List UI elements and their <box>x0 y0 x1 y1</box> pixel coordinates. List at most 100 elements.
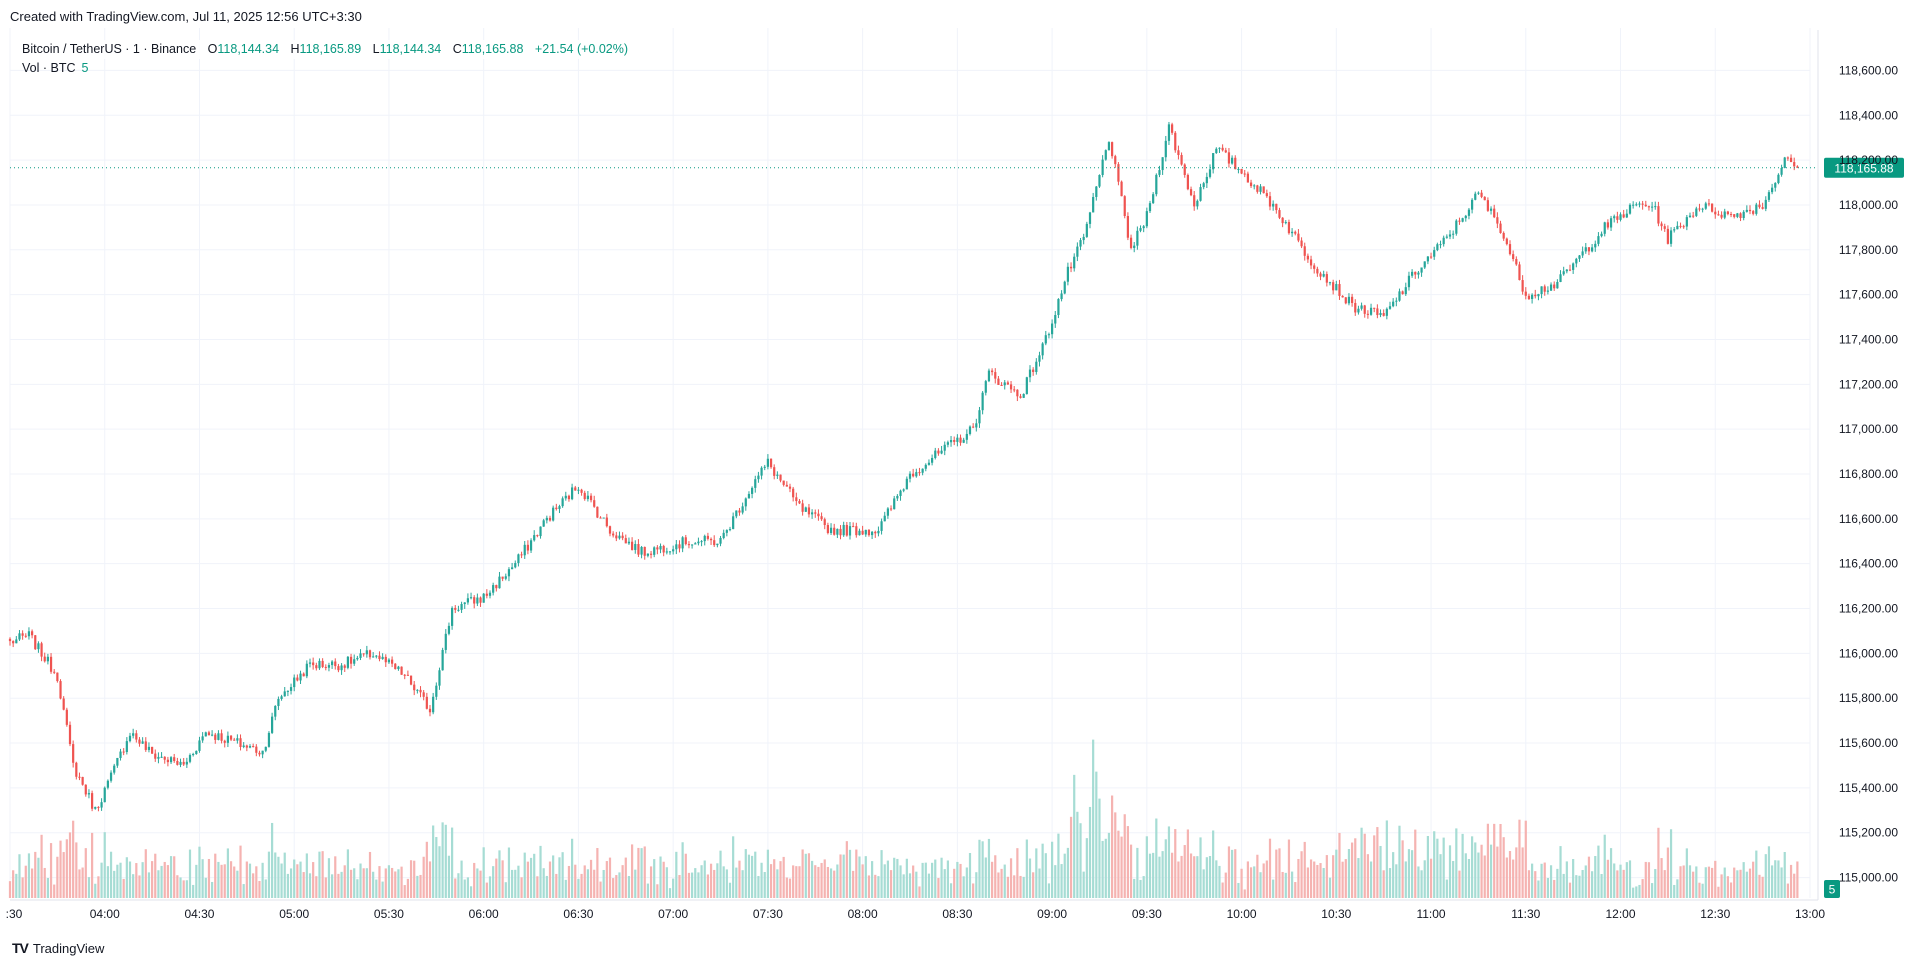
volume-bar <box>552 855 555 898</box>
candle-body <box>788 486 792 489</box>
candle-body <box>940 450 943 454</box>
volume-bar <box>1496 846 1499 898</box>
volume-bar <box>1032 872 1035 898</box>
volume-bar <box>940 857 943 898</box>
volume-bar <box>1625 862 1628 898</box>
volume-bar <box>899 865 902 898</box>
y-tick-label: 116,200.00 <box>1839 602 1898 616</box>
volume-bar <box>1148 853 1152 898</box>
volume-bar <box>239 845 242 898</box>
candle-body <box>27 631 31 637</box>
candle-body <box>1224 150 1227 153</box>
symbol-name[interactable]: Bitcoin / TetherUS · 1 · Binance <box>22 42 197 56</box>
candle-body <box>1063 281 1066 294</box>
volume-label[interactable]: Vol · BTC <box>22 61 76 75</box>
candle-body <box>665 551 668 553</box>
candle-body <box>1505 238 1508 245</box>
candle-body <box>994 372 997 379</box>
volume-bar <box>438 846 441 898</box>
volume-bar <box>1278 848 1281 898</box>
candle-body <box>874 531 877 534</box>
volume-bar <box>1518 819 1521 898</box>
volume-bar <box>1193 856 1196 898</box>
volume-bar <box>691 872 694 898</box>
candle-body <box>1518 264 1521 281</box>
tradingview-logo[interactable]: TV TradingView <box>12 940 104 956</box>
candle-body <box>1411 271 1414 276</box>
volume-bar <box>1019 875 1022 898</box>
candle-body <box>1357 308 1360 313</box>
symbol-legend[interactable]: Bitcoin / TetherUS · 1 · Binance O118,14… <box>18 40 633 59</box>
volume-bar <box>1212 830 1215 898</box>
candle-body <box>1692 215 1695 217</box>
volume-bar <box>296 864 299 898</box>
volume-bar <box>62 852 65 898</box>
volume-bar <box>413 860 416 898</box>
candle-body <box>201 736 204 741</box>
volume-bar <box>1142 876 1145 898</box>
candle-body <box>1729 214 1733 216</box>
volume-bar <box>1025 839 1028 898</box>
candle-body <box>1322 274 1325 277</box>
x-tick-label: 11:30 <box>1511 907 1540 921</box>
low-value: 118,144.34 <box>379 42 442 56</box>
candle-body <box>1546 290 1549 292</box>
volume-legend[interactable]: Vol · BTC 5 <box>18 59 92 78</box>
volume-bar <box>1474 842 1477 898</box>
candle-body <box>526 544 529 551</box>
candle-body <box>1499 223 1502 233</box>
candle-body <box>488 592 492 596</box>
volume-bar <box>135 863 138 898</box>
candle-body <box>1272 203 1275 207</box>
candle-body <box>567 495 571 500</box>
volume-bar <box>353 868 356 898</box>
candle-body <box>68 724 72 745</box>
candle-body <box>747 493 751 499</box>
candle-body <box>1780 167 1783 175</box>
volume-bar <box>1095 771 1098 898</box>
volume-bar <box>722 866 725 898</box>
volume-bar <box>1303 841 1306 898</box>
volume-bar <box>1344 859 1347 898</box>
volume-bar <box>1654 869 1657 898</box>
candle-body <box>283 691 286 697</box>
volume-bar <box>1265 860 1268 898</box>
candle-body <box>103 787 106 803</box>
candle-body <box>160 756 163 758</box>
candle-body <box>640 546 643 555</box>
candle-body <box>308 662 312 664</box>
volume-bar <box>173 856 176 898</box>
volume-bar <box>631 844 634 898</box>
volume-bar <box>207 858 211 898</box>
volume-bar <box>1281 871 1284 898</box>
candle-body <box>195 750 198 755</box>
volume-bar <box>1442 837 1445 898</box>
candle-body <box>37 643 40 650</box>
volume-bar <box>1088 806 1092 898</box>
volume-bar <box>1291 871 1294 898</box>
volume-bar <box>151 861 154 898</box>
candle-body <box>1704 203 1707 209</box>
volume-bar <box>1448 845 1452 898</box>
volume-bar <box>1167 826 1171 898</box>
candle-body <box>1275 203 1278 211</box>
candle-body <box>1717 214 1720 216</box>
volume-bar <box>804 853 807 898</box>
candle-body <box>198 740 201 751</box>
candle-body <box>978 410 981 424</box>
volume-bar <box>738 860 741 898</box>
candle-body <box>1657 206 1660 224</box>
volume-bar <box>87 877 91 898</box>
candle-body <box>637 544 640 555</box>
candle-body <box>697 541 700 544</box>
volume-bar <box>867 875 871 898</box>
candle-body <box>728 529 732 531</box>
candle-body <box>583 492 586 500</box>
volume-bar <box>902 874 905 898</box>
volume-bar <box>1335 849 1338 898</box>
candle-body <box>460 604 463 610</box>
candle-body <box>842 524 845 536</box>
candle-body <box>646 553 649 556</box>
volume-bar <box>675 851 678 898</box>
